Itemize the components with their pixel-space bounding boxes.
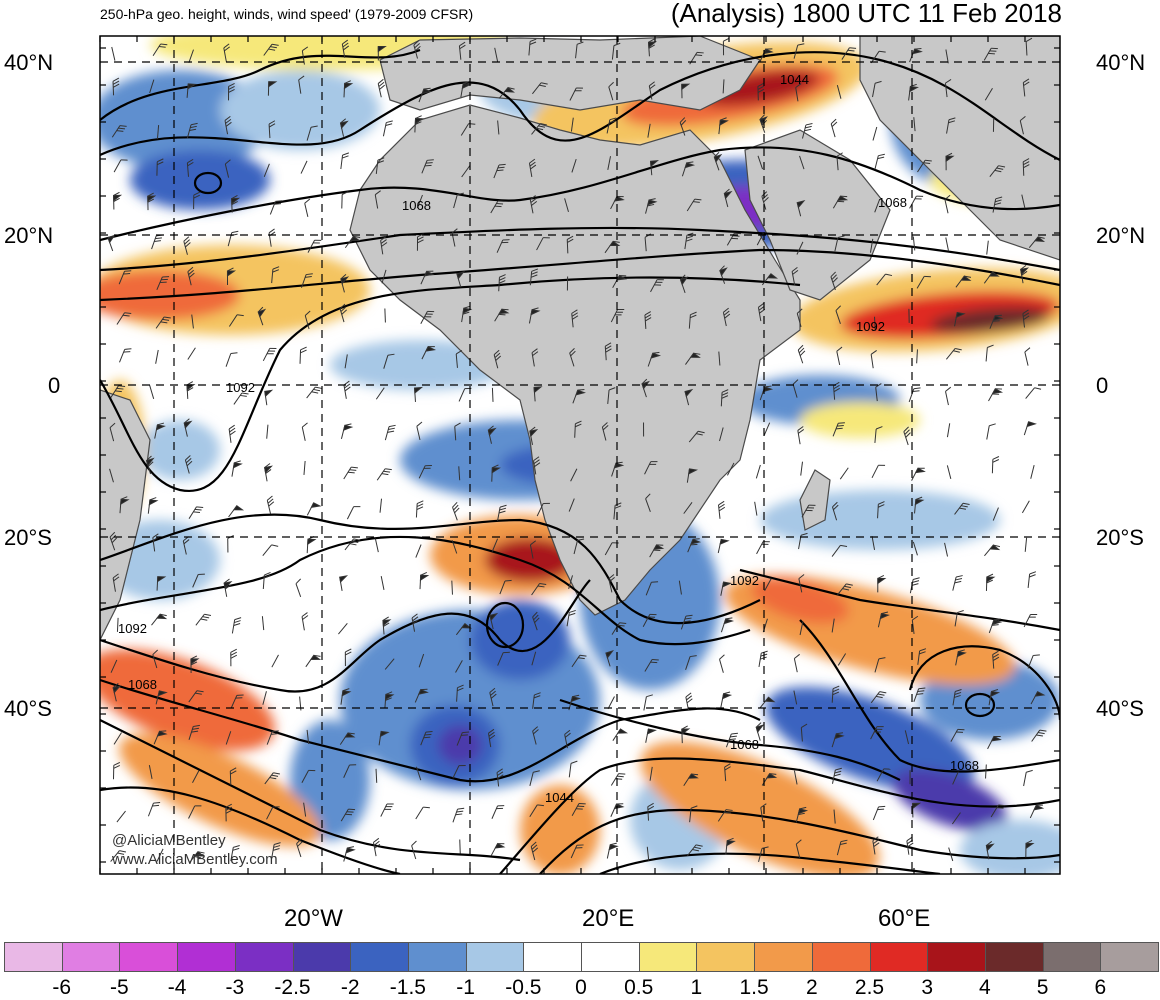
legend-tick: -6 — [52, 976, 71, 1000]
legend-swatch — [177, 942, 236, 972]
legend-tick: -2.5 — [274, 976, 310, 1000]
legend-tick: -4 — [168, 976, 187, 1000]
contour-label: 1068 — [878, 195, 907, 210]
legend-tick: -1.5 — [390, 976, 426, 1000]
credit-url: www.AliciaMBentley.com — [111, 851, 278, 868]
legend-tick: -2 — [341, 976, 360, 1000]
contour-label: 1068 — [730, 737, 759, 752]
contour-label: 1092 — [856, 319, 885, 334]
legend-tick: 2.5 — [855, 976, 884, 1000]
legend-tick: 4 — [979, 976, 991, 1000]
lon-label: 20°W — [284, 905, 343, 933]
legend-swatch — [408, 942, 467, 972]
header: 250-hPa geo. height, winds, wind speed' … — [0, 0, 1160, 34]
legend-swatch — [696, 942, 755, 972]
lon-label: 60°E — [878, 905, 930, 933]
plot-title-right: (Analysis) 1800 UTC 11 Feb 2018 — [671, 0, 1062, 29]
legend-tick-labels: -6 -5 -4 -3 -2.5 -2 -1.5 -1 -0.5 0 0.5 1 1.5 2 2.5 3 4 5 6 — [0, 976, 1160, 998]
legend-swatch — [870, 942, 929, 972]
plot-title-left: 250-hPa geo. height, winds, wind speed' … — [100, 6, 473, 22]
legend-tick: 5 — [1037, 976, 1049, 1000]
color-legend — [4, 942, 1158, 972]
legend-swatch — [293, 942, 352, 972]
legend-swatch — [1100, 942, 1159, 972]
contour-label: 1044 — [545, 790, 574, 805]
map-panel: 1044 1068 1068 1092 1092 1092 1092 1068 … — [0, 0, 1160, 880]
legend-swatch — [927, 942, 986, 972]
legend-swatch — [119, 942, 178, 972]
legend-swatch — [985, 942, 1044, 972]
legend-swatch — [4, 942, 63, 972]
lat-label-right: 0 — [1096, 373, 1108, 399]
contour-label: 1068 — [128, 677, 157, 692]
lat-label-left: 20°N — [4, 223, 53, 249]
contour-label: 1092 — [226, 380, 255, 395]
wind-barb — [452, 581, 453, 595]
lat-label-left: 0 — [48, 373, 60, 399]
europe-landmass — [380, 36, 760, 110]
lat-label-left: 40°N — [4, 50, 53, 76]
legend-tick: -3 — [225, 976, 244, 1000]
lat-label-left: 40°S — [4, 696, 52, 722]
legend-tick: 6 — [1094, 976, 1106, 1000]
legend-tick: 1.5 — [739, 976, 768, 1000]
lat-label-right: 20°N — [1096, 223, 1145, 249]
wind-barb — [460, 840, 461, 854]
legend-swatch — [1043, 942, 1102, 972]
lat-label-right: 40°S — [1096, 696, 1144, 722]
legend-tick: 3 — [921, 976, 933, 1000]
wind-barb — [385, 309, 386, 323]
legend-swatch — [581, 942, 640, 972]
contour-label: 1092 — [730, 573, 759, 588]
legend-swatch — [754, 942, 813, 972]
lat-label-right: 40°N — [1096, 50, 1145, 76]
legend-tick: 2 — [806, 976, 818, 1000]
legend-swatch — [523, 942, 582, 972]
legend-tick: -0.5 — [505, 976, 541, 1000]
legend-tick: 0.5 — [624, 976, 653, 1000]
legend-swatch — [235, 942, 294, 972]
legend-tick: -5 — [110, 976, 129, 1000]
legend-tick: 0 — [575, 976, 587, 1000]
legend-swatch — [62, 942, 121, 972]
legend-swatch — [812, 942, 871, 972]
credit-handle: @AliciaMBentley — [112, 832, 226, 849]
contour-label: 1068 — [950, 758, 979, 773]
legend-tick: 1 — [691, 976, 703, 1000]
legend-tick: -1 — [456, 976, 475, 1000]
lon-label: 20°E — [582, 905, 634, 933]
legend-swatch — [466, 942, 525, 972]
contour-label: 1044 — [780, 72, 809, 87]
wind-barb — [376, 769, 377, 783]
lat-label-left: 20°S — [4, 525, 52, 551]
legend-swatch — [639, 942, 698, 972]
legend-swatch — [350, 942, 409, 972]
wind-barb — [492, 388, 493, 402]
lat-label-right: 20°S — [1096, 525, 1144, 551]
contour-label: 1068 — [402, 198, 431, 213]
contour-label: 1092 — [118, 621, 147, 636]
